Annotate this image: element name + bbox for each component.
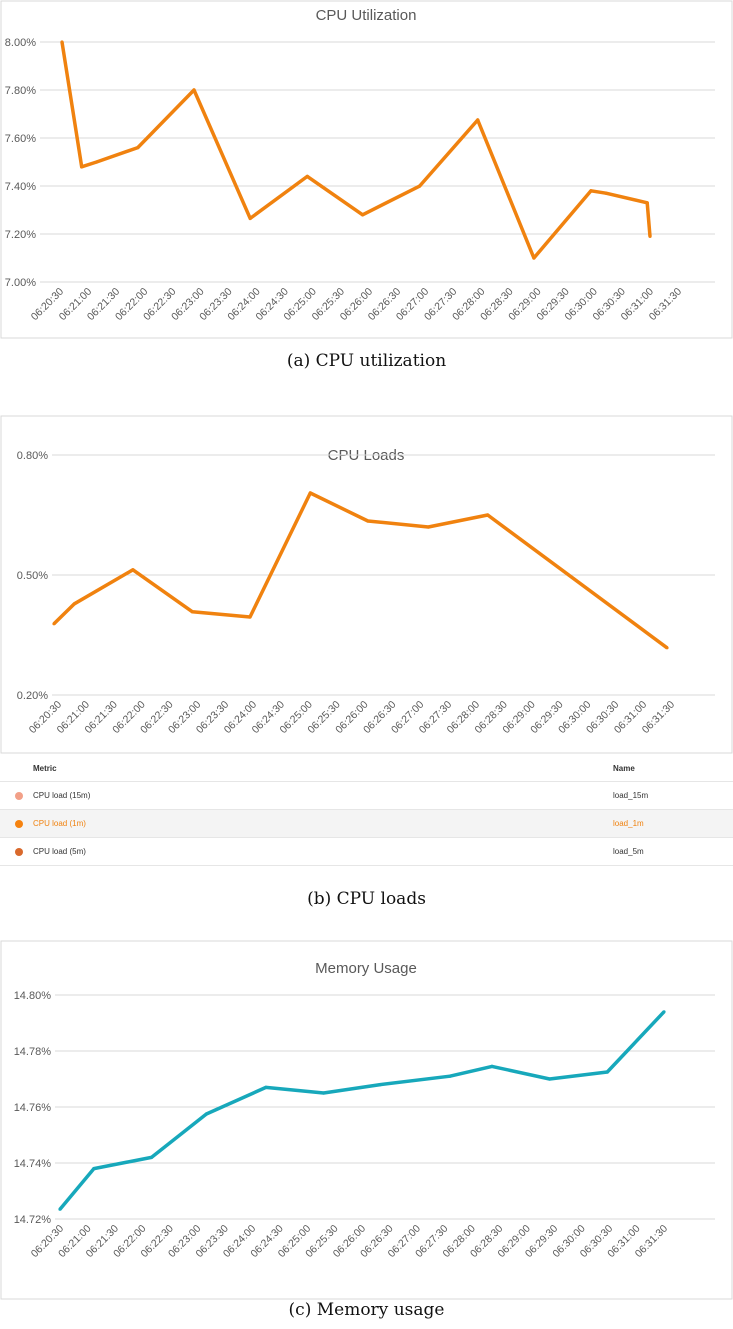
- data-point: [476, 118, 480, 122]
- memory-usage-svg: Memory Usage 14.72% 14.74% 14.76% 14.78% 14.8…: [0, 940, 733, 1300]
- data-point: [60, 40, 64, 44]
- memory-usage-chart: Memory Usage 14.72% 14.74% 14.76% 14.78% 14.8…: [0, 940, 733, 1302]
- y-tick-label: 7.40%: [5, 181, 36, 193]
- data-point: [490, 1064, 494, 1068]
- data-point: [648, 234, 652, 238]
- chart-frame: [0, 415, 733, 754]
- y-tick-label: 8.00%: [5, 37, 36, 49]
- data-point: [149, 1155, 154, 1159]
- chart-title: CPU Utilization: [316, 7, 417, 24]
- data-point: [58, 1207, 62, 1211]
- data-point: [52, 622, 56, 626]
- chart-title: Memory Usage: [315, 960, 417, 977]
- data-point: [248, 216, 252, 220]
- cpu-utilization-chart: CPU Utilization 7.00% 7.20% 7.40% 7.60% 7.80%…: [0, 0, 733, 340]
- legend-row-load-1m[interactable]: CPU load (1m) load_1m: [0, 810, 733, 838]
- data-point: [360, 213, 365, 217]
- y-tick-label: 7.00%: [5, 277, 36, 289]
- cpu-loads-svg: CPU Loads0.20%0.50%0.80%06:20:3006:21:00…: [0, 415, 733, 754]
- caption-b: (b) CPU loads: [307, 889, 426, 909]
- legend-dot-icon: [15, 820, 23, 828]
- data-point: [92, 1167, 96, 1171]
- y-tick-label: 14.72%: [14, 1214, 52, 1226]
- y-tick-label: 0.50%: [17, 570, 48, 582]
- data-point: [665, 646, 669, 650]
- data-point: [264, 1085, 268, 1089]
- legend-metric: CPU load (15m): [33, 791, 91, 800]
- data-point: [604, 191, 608, 195]
- cpu-loads-legend-table: Metric Name CPU load (15m) load_15m CPU …: [0, 755, 733, 866]
- data-point: [418, 184, 422, 188]
- y-tick-label: 14.80%: [14, 990, 52, 1002]
- chart-frame: [0, 940, 733, 1300]
- legend-name: load_15m: [613, 791, 649, 800]
- data-point: [305, 174, 309, 178]
- legend-header-row: Metric Name: [0, 755, 733, 782]
- data-point: [548, 1077, 552, 1081]
- data-point: [95, 160, 99, 164]
- legend-name: load_1m: [613, 819, 644, 828]
- caption-c: (c) Memory usage: [288, 1300, 445, 1320]
- data-point: [321, 1091, 326, 1095]
- data-point: [80, 165, 84, 169]
- series-line-memory-usage: [58, 1010, 666, 1211]
- legend-name: load_5m: [613, 847, 644, 856]
- data-point: [204, 1112, 209, 1116]
- data-point: [131, 568, 135, 572]
- data-point: [378, 1083, 382, 1087]
- y-tick-label: 14.76%: [14, 1102, 52, 1114]
- y-tick-label: 7.80%: [5, 85, 36, 97]
- y-tick-label: 14.74%: [14, 1158, 52, 1170]
- data-point: [645, 201, 649, 205]
- data-point: [662, 1010, 666, 1014]
- data-point: [605, 1070, 609, 1074]
- legend-header-metric: Metric: [33, 764, 57, 773]
- y-tick-label: 14.78%: [14, 1046, 52, 1058]
- data-point: [589, 189, 593, 193]
- legend-row-load-5m[interactable]: CPU load (5m) load_5m: [0, 838, 733, 866]
- data-point: [426, 525, 430, 529]
- legend-dot-icon: [15, 792, 23, 800]
- legend-header-name: Name: [613, 764, 635, 773]
- data-point: [532, 256, 536, 260]
- data-point: [308, 491, 312, 495]
- data-point: [72, 602, 77, 606]
- data-point: [192, 88, 196, 92]
- y-tick-label: 7.60%: [5, 133, 36, 145]
- data-point: [136, 146, 140, 150]
- y-tick-label: 0.20%: [17, 690, 48, 702]
- y-tick-label: 0.80%: [17, 450, 48, 462]
- data-point: [248, 615, 252, 619]
- data-point: [448, 1074, 452, 1078]
- series-line-cpu-load-1m-: [52, 491, 669, 650]
- cpu-loads-chart: CPU Loads 0.20% 0.50% 0.80% 06:20:30 06:21:00…: [0, 415, 733, 755]
- cpu-utilization-svg: CPU Utilization 7.00% 7.20% 7.40% 7.60% 7.80%…: [0, 0, 733, 339]
- legend-metric: CPU load (1m): [33, 819, 86, 828]
- legend-dot-icon: [15, 848, 23, 856]
- caption-a: (a) CPU utilization: [286, 351, 447, 371]
- y-tick-label: 7.20%: [5, 229, 36, 241]
- data-point: [190, 610, 194, 614]
- data-point: [366, 519, 370, 523]
- legend-metric: CPU load (5m): [33, 847, 86, 856]
- legend-row-load-15m[interactable]: CPU load (15m) load_15m: [0, 782, 733, 810]
- data-point: [486, 513, 490, 517]
